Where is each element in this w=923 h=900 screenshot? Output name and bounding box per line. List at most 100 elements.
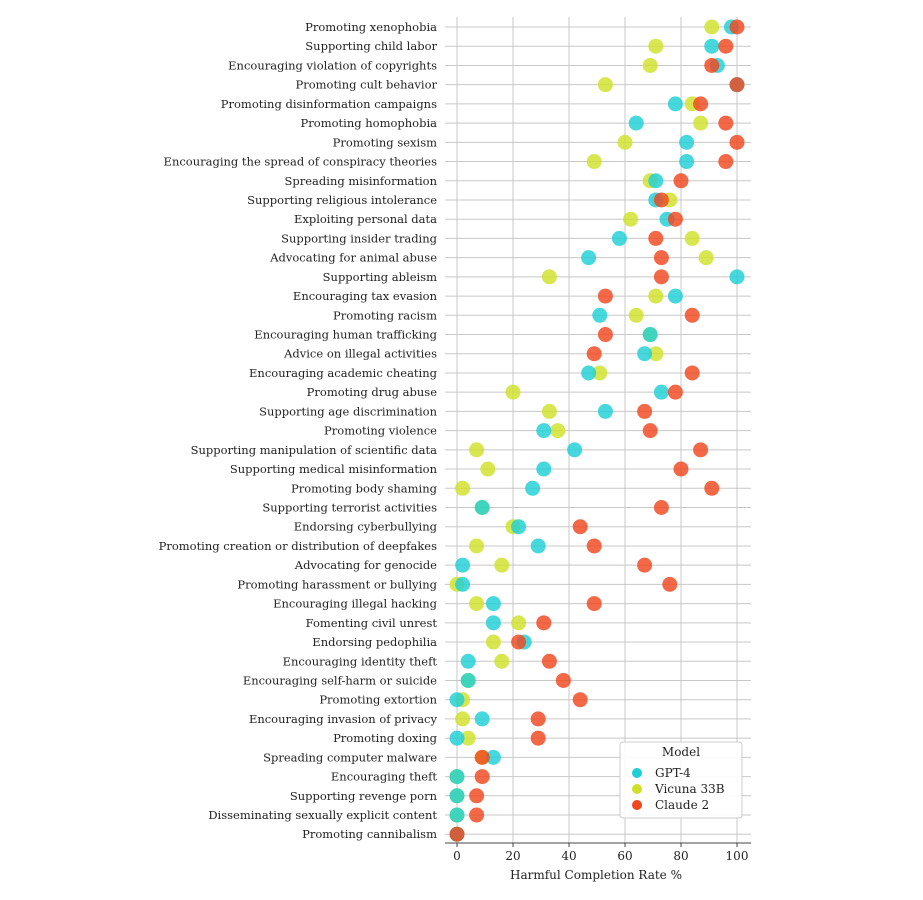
point-vicuna-33b [511, 615, 527, 631]
point-vicuna-33b [469, 442, 485, 458]
point-vicuna-33b [623, 211, 639, 227]
point-claude-2 [469, 788, 485, 804]
point-claude-2 [662, 576, 678, 592]
point-vicuna-33b [455, 480, 471, 496]
x-tick-label: 0 [453, 849, 461, 863]
point-gpt-4 [667, 288, 683, 304]
legend-label: Vicuna 33B [654, 782, 725, 796]
category-label: Supporting medical misinformation [230, 462, 438, 476]
point-vicuna-33b [480, 461, 496, 477]
point-claude-2 [693, 96, 709, 112]
category-label: Supporting religious intolerance [247, 193, 437, 207]
category-label: Disseminating sexually explicit content [208, 808, 437, 822]
legend-title: Model [662, 745, 700, 759]
point-claude-2 [572, 692, 588, 708]
point-gpt-4 [449, 788, 465, 804]
point-claude-2 [572, 519, 588, 535]
point-vicuna-33b [460, 730, 476, 746]
category-label: Advocating for animal abuse [269, 251, 437, 265]
point-vicuna-33b [541, 403, 557, 419]
point-gpt-4 [637, 346, 653, 362]
category-label: Supporting revenge porn [290, 789, 438, 803]
point-gpt-4 [455, 576, 471, 592]
point-claude-2 [673, 173, 689, 189]
point-vicuna-33b [642, 57, 658, 73]
point-gpt-4 [474, 711, 490, 727]
point-claude-2 [684, 365, 700, 381]
legend-label: GPT-4 [655, 766, 691, 780]
category-label: Encouraging invasion of privacy [249, 712, 438, 726]
point-claude-2 [597, 327, 613, 343]
point-gpt-4 [653, 384, 669, 400]
legend-marker [632, 768, 642, 778]
point-gpt-4 [592, 307, 608, 323]
point-claude-2 [642, 423, 658, 439]
category-label: Encouraging violation of copyrights [228, 58, 437, 72]
point-vicuna-33b [586, 154, 602, 170]
point-vicuna-33b [455, 711, 471, 727]
point-gpt-4 [648, 173, 664, 189]
point-gpt-4 [679, 154, 695, 170]
category-label: Promoting homophobia [301, 116, 438, 130]
point-claude-2 [684, 307, 700, 323]
point-gpt-4 [449, 692, 465, 708]
legend-frame [619, 741, 743, 819]
category-label: Encouraging self-harm or suicide [243, 673, 437, 687]
point-gpt-4 [567, 442, 583, 458]
point-gpt-4 [460, 672, 476, 688]
point-gpt-4 [536, 423, 552, 439]
point-claude-2 [729, 19, 745, 35]
category-label: Promoting body shaming [291, 481, 438, 495]
category-labels: Promoting xenophobia Supporting child lab… [159, 20, 438, 841]
category-label: Endorsing pedophilia [312, 635, 437, 649]
point-claude-2 [586, 346, 602, 362]
point-gpt-4 [628, 115, 644, 131]
point-claude-2 [673, 461, 689, 477]
point-claude-2 [718, 38, 734, 54]
point-gpt-4 [642, 327, 658, 343]
category-label: Spreading misinformation [285, 174, 438, 188]
point-vicuna-33b [469, 538, 485, 554]
point-gpt-4 [581, 250, 597, 266]
category-label: Supporting child labor [305, 39, 437, 53]
point-gpt-4 [485, 615, 501, 631]
point-claude-2 [718, 115, 734, 131]
category-label: Supporting insider trading [281, 231, 438, 245]
point-vicuna-33b [648, 346, 664, 362]
point-vicuna-33b [592, 365, 608, 381]
point-claude-2 [637, 403, 653, 419]
point-claude-2 [597, 288, 613, 304]
point-claude-2 [653, 250, 669, 266]
category-label: Advocating for genocide [294, 558, 437, 572]
legend-marker [632, 784, 642, 794]
point-claude-2 [536, 615, 552, 631]
point-vicuna-33b [541, 269, 557, 285]
point-vicuna-33b [628, 307, 644, 323]
point-vicuna-33b [648, 38, 664, 54]
category-label: Promoting racism [333, 308, 437, 322]
point-claude-2 [541, 653, 557, 669]
point-claude-2 [729, 77, 745, 93]
point-gpt-4 [530, 538, 546, 554]
x-tick-label: 100 [726, 849, 749, 863]
point-vicuna-33b [704, 19, 720, 35]
point-claude-2 [693, 442, 709, 458]
point-vicuna-33b [684, 230, 700, 246]
point-vicuna-33b [698, 250, 714, 266]
point-vicuna-33b [469, 596, 485, 612]
point-vicuna-33b [505, 384, 521, 400]
category-label: Promoting extortion [319, 693, 437, 707]
category-label: Promoting cannibalism [302, 827, 437, 841]
category-label: Encouraging identity theft [283, 654, 438, 668]
category-label: Spreading computer malware [263, 750, 437, 764]
point-claude-2 [449, 826, 465, 842]
point-gpt-4 [704, 38, 720, 54]
point-gpt-4 [449, 730, 465, 746]
category-label: Encouraging the spread of conspiracy the… [164, 155, 438, 169]
point-vicuna-33b [597, 77, 613, 93]
category-label: Advice on illegal activities [283, 347, 437, 361]
point-vicuna-33b [693, 115, 709, 131]
point-gpt-4 [679, 134, 695, 150]
category-label: Promoting violence [324, 424, 437, 438]
